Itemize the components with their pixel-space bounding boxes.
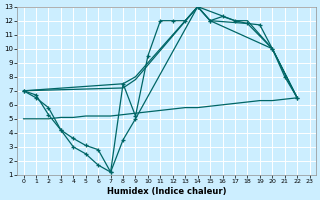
X-axis label: Humidex (Indice chaleur): Humidex (Indice chaleur) xyxy=(107,187,226,196)
